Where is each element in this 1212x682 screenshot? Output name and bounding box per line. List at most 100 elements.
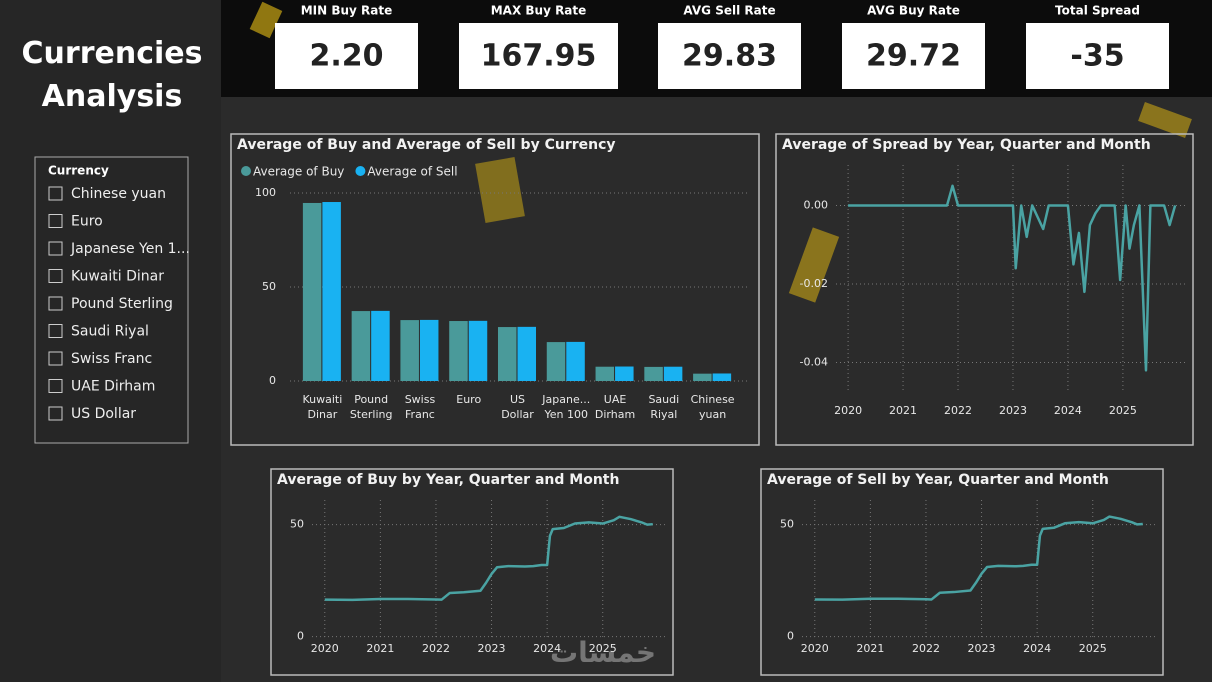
bar [644,366,663,381]
x-tick-label: 2021 [856,642,884,655]
chart-frame [230,133,760,446]
main-panel [221,97,1212,682]
y-tick-label: 50 [780,518,794,531]
x-tick-label: Chinese yuan [691,393,735,421]
kpi-label: AVG Buy Rate [867,4,960,18]
kpi-label: Total Spread [1055,4,1140,18]
watermark: خمسات [550,636,656,669]
bar [302,202,322,381]
y-tick-label: 50 [262,280,276,293]
bar [322,202,341,381]
checkbox[interactable] [48,296,63,311]
x-tick-label: Kuwaiti Dinar [302,393,342,421]
bar [566,341,585,381]
bar [468,320,488,381]
y-tick-label: 50 [290,518,304,531]
x-tick-label: 2024 [1054,404,1082,417]
x-tick-label: 2025 [1109,404,1137,417]
decoration [788,227,840,303]
kpi-label: AVG Sell Rate [683,4,775,18]
x-tick-label: 2023 [999,404,1027,417]
bar [400,320,419,381]
slicer-item[interactable]: Swiss Franc [71,351,152,367]
bar [351,311,371,381]
chart-title: Average of Buy by Year, Quarter and Mont… [277,472,619,488]
bar [497,327,517,381]
slicer-item[interactable]: Pound Sterling [71,296,173,312]
chart-title: Average of Buy and Average of Sell by Cu… [237,137,616,153]
slicer-item[interactable]: Saudi Riyal [71,324,149,340]
line [814,515,1143,601]
kpi-card [275,23,418,89]
bar [419,319,439,381]
bar [449,321,468,381]
x-tick-label: Euro [456,393,481,406]
y-tick-label: 100 [255,186,276,199]
x-tick-label: UAE Dirham [595,393,635,421]
line [848,184,1177,372]
checkbox[interactable] [48,269,63,283]
x-tick-label: US Dollar [501,393,534,421]
x-tick-label: 2020 [801,642,829,655]
y-tick-label: 0.00 [804,198,829,211]
line [324,515,653,602]
checkbox[interactable] [48,214,63,228]
bar [663,366,683,381]
chart-frame [775,133,1194,446]
x-tick-label: 2023 [968,642,996,655]
kpi-value: 167.95 [481,39,597,74]
x-tick-label: Swiss Franc [405,393,436,421]
decoration [475,156,525,224]
kpi-card [658,23,801,89]
x-tick-label: Saudi Riyal [648,393,679,421]
kpi-value: 29.72 [866,39,961,74]
kpi-card [842,23,985,89]
checkbox[interactable] [48,351,63,366]
bar [371,310,390,381]
slicer-item[interactable]: Kuwaiti Dinar [71,269,164,285]
slicer-title: Currency [48,164,109,178]
y-tick-label: -0.04 [800,356,828,369]
x-tick-label: Japane... Yen 100 [541,393,590,421]
chart-frame [760,468,1164,676]
bar [517,326,537,381]
x-tick-label: 2020 [311,642,339,655]
kpi-value: 2.20 [309,39,383,74]
legend-marker [355,166,366,176]
bar [693,373,712,381]
checkbox[interactable] [48,324,63,338]
kpi-label: MIN Buy Rate [301,4,393,18]
kpi-label: MAX Buy Rate [491,4,587,18]
kpi-card [1026,23,1169,89]
dashboard-title: Currencies Analysis [22,36,203,114]
x-tick-label: 2025 [589,642,617,655]
legend-label: Average of Sell [367,165,457,179]
side-panel [0,0,221,682]
legend-marker [241,166,251,176]
x-tick-label: 2022 [912,642,940,655]
y-tick-label: 0 [297,630,304,643]
x-tick-label: 2022 [944,404,972,417]
slicer-item[interactable]: Chinese yuan [71,186,166,202]
x-tick-label: 2021 [889,404,917,417]
decoration [1138,102,1192,138]
x-tick-label: 2022 [422,642,450,655]
chart-frame [270,468,674,676]
slicer-item[interactable]: US Dollar [71,406,136,422]
slicer-item[interactable]: Japanese Yen 1... [70,241,190,257]
checkbox[interactable] [48,186,63,201]
bar [615,366,634,381]
y-tick-label: 0 [269,374,276,387]
checkbox[interactable] [48,406,63,421]
checkbox[interactable] [48,379,63,393]
slicer-item[interactable]: Euro [71,214,103,230]
x-tick-label: 2023 [478,642,506,655]
x-tick-label: 2024 [533,642,561,655]
bar [546,342,566,381]
y-tick-label: 0 [787,630,794,643]
slicer-item[interactable]: UAE Dirham [71,379,155,395]
bar [595,366,615,381]
x-tick-label: 2025 [1079,642,1107,655]
checkbox[interactable] [48,241,63,256]
slicer-frame [34,156,189,444]
